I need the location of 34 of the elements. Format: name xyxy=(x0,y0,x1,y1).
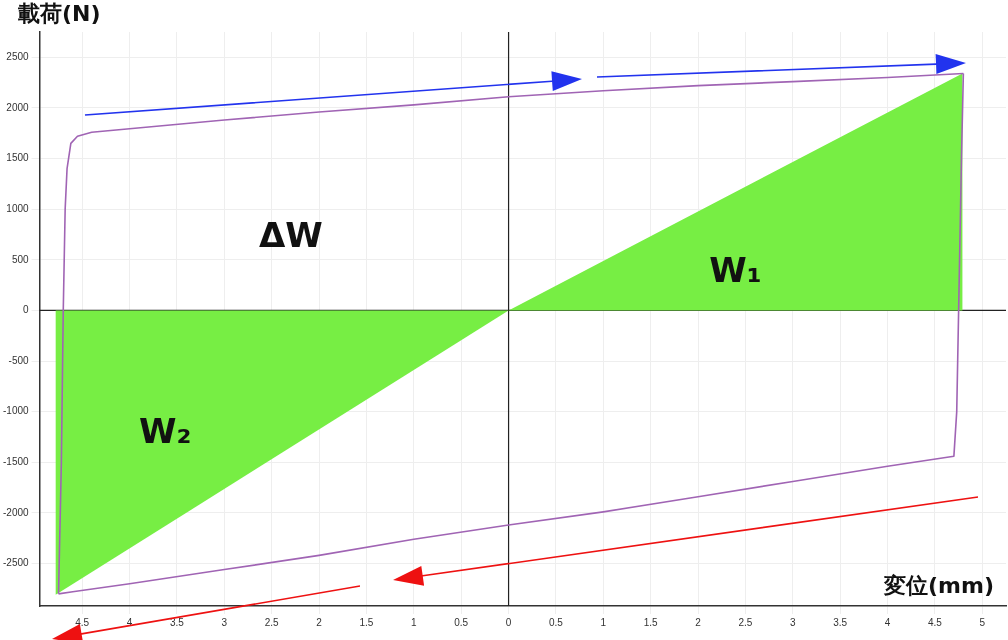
x-tick-label: 4.5 xyxy=(927,616,943,628)
x-tick-label: 1.5 xyxy=(643,616,659,628)
annotation: ΔW xyxy=(258,215,323,256)
x-tick-label: 0.5 xyxy=(454,616,469,628)
x-tick-label: 3 xyxy=(790,616,797,628)
x-axis-title: 変位(mm) xyxy=(883,572,994,598)
x-tick-label: 1.5 xyxy=(359,616,374,628)
x-tick-label: 2.5 xyxy=(264,616,280,628)
x-tick-label: 2 xyxy=(695,616,702,628)
x-tick-label: 1 xyxy=(411,616,418,628)
x-tick-label: 2.5 xyxy=(738,616,753,628)
x-tick-label: 0.5 xyxy=(549,616,564,628)
y-tick-label: 0 xyxy=(23,304,30,316)
y-tick-label: -2500 xyxy=(3,557,30,569)
annotation: W₁ xyxy=(709,249,762,290)
y-tick-label: 500 xyxy=(11,253,30,265)
x-tick-label: 3 xyxy=(221,616,228,628)
y-tick-label: -2000 xyxy=(3,506,30,518)
y-axis-title: 載荷(N) xyxy=(17,0,101,26)
x-tick-label: 3.5 xyxy=(833,616,848,628)
x-tick-label: 1 xyxy=(600,616,607,628)
annotation: W₂ xyxy=(139,410,192,451)
y-tick-label: 2500 xyxy=(6,51,30,63)
y-tick-label: 2000 xyxy=(6,101,30,113)
y-tick-label: 1000 xyxy=(6,202,30,214)
x-tick-label: 2 xyxy=(316,616,323,628)
y-tick-label: -1500 xyxy=(3,456,30,467)
y-tick-label: -1000 xyxy=(3,405,30,417)
x-tick-label: 4.5 xyxy=(75,616,90,628)
y-tick-label: -500 xyxy=(8,354,30,366)
x-tick-label: 5 xyxy=(979,616,986,628)
x-tick-label: 0 xyxy=(505,616,512,628)
y-tick-label: 1500 xyxy=(6,152,30,164)
x-tick-label: 4 xyxy=(884,616,891,628)
